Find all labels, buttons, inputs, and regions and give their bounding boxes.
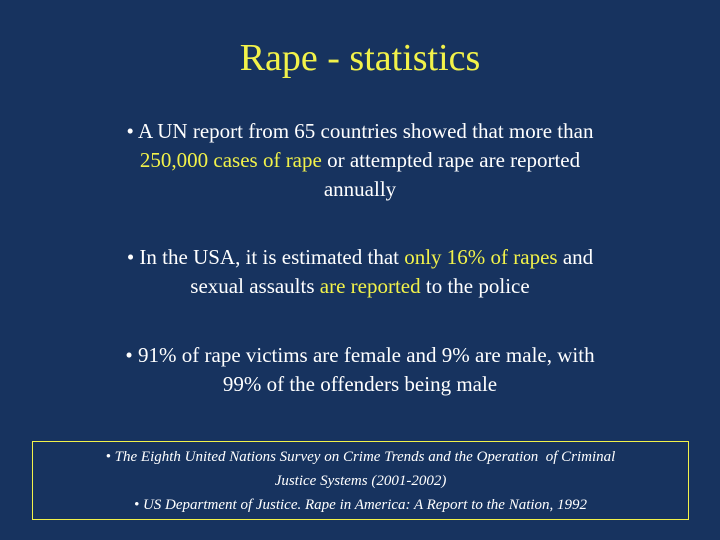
- text-run: only 16% of rapes: [404, 245, 558, 269]
- text-run: sexual assaults: [190, 274, 320, 298]
- source: US Department of Justice. Rape in Americ…: [33, 493, 688, 517]
- text-run: In the USA, it is estimated that: [139, 245, 405, 269]
- bullet-line: 250,000 cases of rape or attempted rape …: [20, 146, 700, 175]
- text-run: and: [557, 245, 594, 269]
- text-run: 91% of rape victims are female and 9% ar…: [138, 343, 595, 367]
- sources-box: The Eighth United Nations Survey on Crim…: [32, 441, 689, 520]
- bullet: 91% of rape victims are female and 9% ar…: [20, 341, 700, 399]
- source-line: Justice Systems (2001-2002): [274, 473, 447, 489]
- text-run: 250,000 cases of rape: [139, 148, 322, 172]
- source-line: US Department of Justice. Rape in Americ…: [33, 493, 688, 517]
- source: The Eighth United Nations Survey on Crim…: [33, 445, 688, 493]
- text-run: to the police: [420, 274, 530, 298]
- bullet-line: In the USA, it is estimated that only 16…: [20, 243, 700, 272]
- text-run: A UN report from 65 countries showed tha…: [137, 119, 594, 143]
- bullet: In the USA, it is estimated that only 16…: [20, 243, 700, 301]
- bullet-line: 99% of the offenders being male: [20, 370, 700, 399]
- text-run: 99% of the offenders being male: [222, 372, 498, 396]
- bullet-line: sexual assaults are reported to the poli…: [20, 272, 700, 301]
- bullet-line: A UN report from 65 countries showed tha…: [20, 117, 700, 146]
- bullet-line: 91% of rape victims are female and 9% ar…: [20, 341, 700, 370]
- bullet: A UN report from 65 countries showed tha…: [20, 117, 700, 204]
- text-run: are reported: [319, 274, 421, 298]
- source-line: The Eighth United Nations Survey on Crim…: [33, 445, 688, 469]
- slide-title: Rape - statistics: [239, 37, 481, 79]
- text-run: or attempted rape are reported: [321, 148, 581, 172]
- text-run: annually: [323, 177, 397, 201]
- bullet-line: annually: [20, 175, 700, 204]
